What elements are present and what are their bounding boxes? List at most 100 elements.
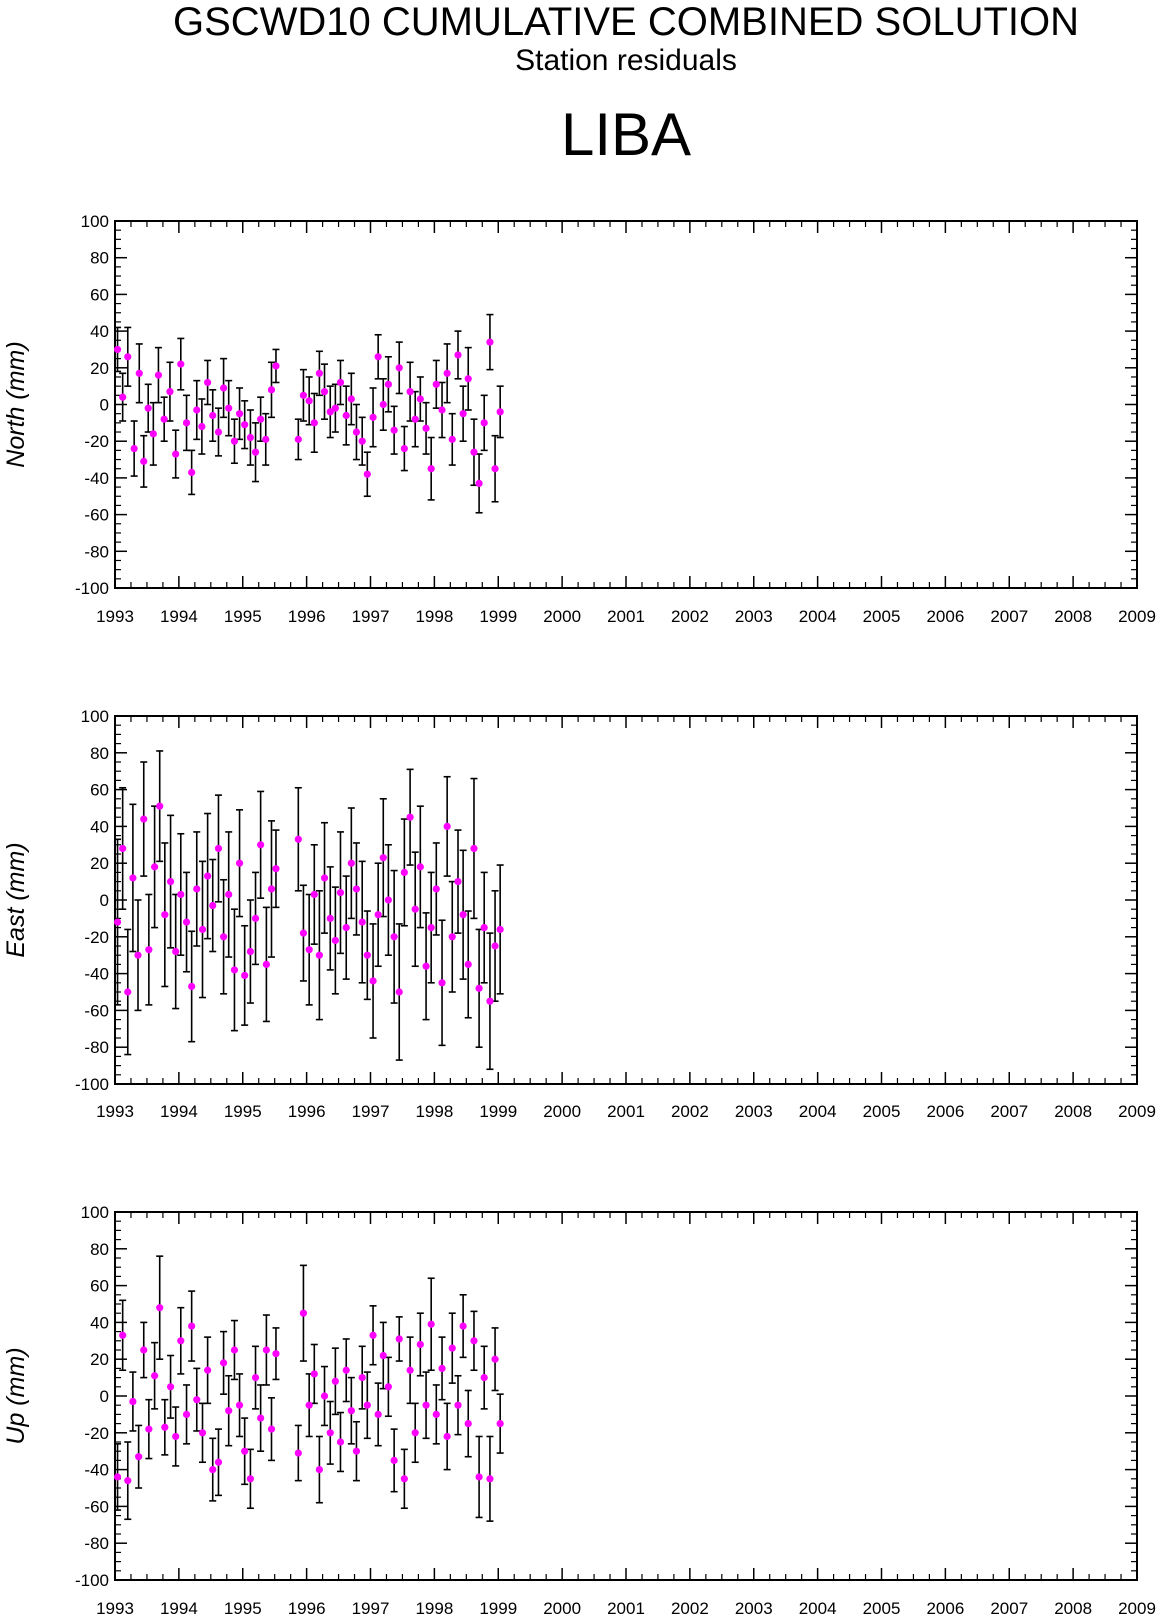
y-tick-label: 100 bbox=[81, 707, 109, 726]
data-point bbox=[358, 918, 366, 926]
y-axis-label: Up (mm) bbox=[2, 1347, 30, 1444]
x-tick-label: 2001 bbox=[607, 607, 645, 626]
data-point bbox=[182, 918, 191, 926]
data-point bbox=[422, 962, 430, 970]
data-point bbox=[374, 1410, 382, 1418]
data-point bbox=[241, 421, 249, 429]
data-point bbox=[443, 369, 451, 377]
data-point bbox=[422, 1401, 430, 1409]
x-tick-label: 1996 bbox=[288, 1599, 326, 1618]
data-point bbox=[145, 1425, 153, 1433]
y-tick-label: -40 bbox=[84, 965, 109, 984]
data-point bbox=[486, 1475, 494, 1483]
data-point bbox=[395, 988, 403, 996]
data-point bbox=[235, 410, 244, 418]
data-point bbox=[470, 844, 478, 853]
y-tick-label: 20 bbox=[90, 1350, 109, 1369]
data-point bbox=[230, 1346, 239, 1354]
data-point bbox=[432, 380, 440, 388]
data-point bbox=[454, 878, 462, 886]
x-tick-label: 2009 bbox=[1118, 1599, 1156, 1618]
data-point bbox=[491, 942, 499, 950]
data-point bbox=[480, 1374, 488, 1382]
chart-subtitle: Station residuals bbox=[515, 44, 737, 77]
x-tick-label: 2006 bbox=[926, 607, 964, 626]
x-tick-label: 2001 bbox=[607, 1599, 645, 1618]
data-point bbox=[262, 435, 270, 443]
data-point bbox=[299, 391, 308, 399]
data-point bbox=[294, 435, 302, 443]
y-axis-label: North (mm) bbox=[2, 341, 30, 467]
data-point bbox=[470, 1337, 478, 1345]
y-tick-label: 100 bbox=[81, 212, 109, 231]
data-point bbox=[342, 924, 350, 932]
data-point bbox=[331, 936, 339, 945]
x-tick-label: 2009 bbox=[1118, 607, 1156, 626]
data-point bbox=[326, 1429, 334, 1437]
x-tick-label: 2005 bbox=[863, 607, 901, 626]
x-tick-label: 2003 bbox=[735, 1599, 773, 1618]
x-tick-label: 2003 bbox=[735, 607, 773, 626]
y-tick-label: 40 bbox=[90, 322, 109, 341]
data-point bbox=[161, 911, 169, 919]
data-point bbox=[262, 960, 270, 969]
data-point bbox=[135, 369, 143, 377]
data-point bbox=[363, 470, 371, 478]
data-point bbox=[310, 890, 318, 899]
data-point bbox=[416, 1340, 424, 1349]
data-point bbox=[464, 960, 472, 969]
x-tick-label: 1993 bbox=[96, 607, 134, 626]
data-point bbox=[219, 933, 228, 941]
data-point bbox=[119, 393, 127, 401]
data-point bbox=[374, 911, 382, 919]
data-point bbox=[267, 386, 276, 394]
data-point bbox=[119, 844, 127, 853]
data-point bbox=[384, 380, 392, 388]
x-tick-label: 2003 bbox=[735, 1102, 773, 1121]
chart-title: GSCWD10 CUMULATIVE COMBINED SOLUTION bbox=[172, 0, 1080, 44]
data-point bbox=[161, 1423, 169, 1431]
data-point bbox=[374, 353, 382, 361]
y-tick-label: 0 bbox=[100, 396, 109, 415]
data-point bbox=[209, 411, 217, 420]
y-tick-label: 20 bbox=[90, 854, 109, 873]
data-point bbox=[151, 863, 159, 871]
y-tick-label: 20 bbox=[90, 359, 109, 378]
data-point bbox=[342, 411, 350, 420]
x-tick-label: 2008 bbox=[1054, 607, 1092, 626]
data-point bbox=[156, 1304, 164, 1312]
data-point bbox=[156, 802, 164, 810]
data-point bbox=[384, 1383, 392, 1391]
data-point bbox=[480, 924, 488, 932]
data-point bbox=[177, 890, 185, 899]
y-tick-label: -100 bbox=[75, 1571, 109, 1590]
data-point bbox=[422, 424, 430, 432]
data-point bbox=[491, 465, 499, 473]
data-point bbox=[230, 966, 239, 974]
x-tick-label: 1995 bbox=[224, 607, 262, 626]
data-point bbox=[257, 415, 265, 423]
panel-2: 100 80 60 40 20 0 -20 -40 -60 -80 -100 1993 1994 1995… bbox=[2, 707, 1156, 1121]
data-point bbox=[219, 1359, 228, 1367]
data-point bbox=[145, 946, 153, 954]
data-point bbox=[459, 911, 467, 919]
data-point bbox=[134, 951, 142, 959]
data-point bbox=[225, 404, 233, 412]
data-point bbox=[246, 1475, 255, 1483]
data-point bbox=[470, 448, 478, 456]
data-point bbox=[204, 872, 212, 880]
x-tick-label: 2000 bbox=[543, 1599, 581, 1618]
data-point bbox=[416, 395, 424, 403]
x-tick-label: 2008 bbox=[1054, 1599, 1092, 1618]
data-point bbox=[246, 947, 255, 956]
data-point bbox=[315, 1466, 323, 1474]
data-point bbox=[454, 1401, 462, 1409]
data-point bbox=[129, 874, 137, 882]
data-point bbox=[246, 433, 255, 442]
data-point bbox=[491, 1355, 499, 1363]
data-point bbox=[326, 914, 334, 923]
data-point bbox=[427, 924, 435, 932]
data-point bbox=[358, 437, 366, 445]
data-point bbox=[331, 404, 339, 412]
y-tick-label: -20 bbox=[84, 928, 109, 947]
